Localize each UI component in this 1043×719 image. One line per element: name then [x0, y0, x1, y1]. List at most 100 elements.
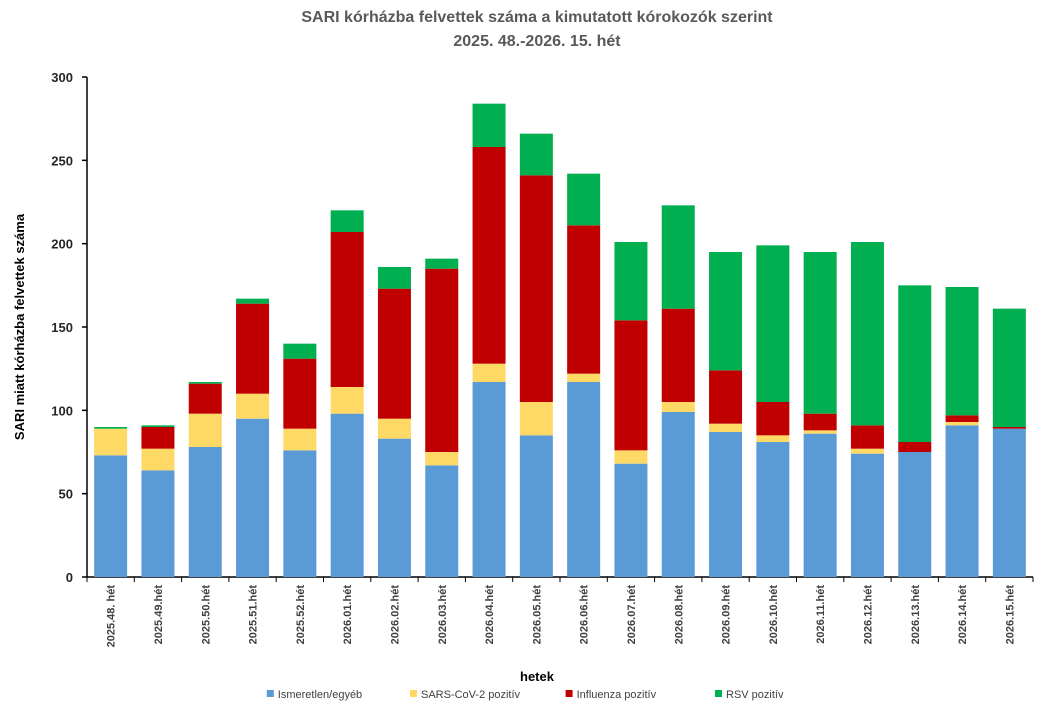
y-tick-label: 250	[51, 153, 73, 168]
bar-segment	[850, 425, 884, 449]
bar-segment	[803, 433, 837, 577]
bar-segment	[472, 382, 506, 577]
bar-segment	[283, 428, 317, 451]
x-tick-label: 2026.06.hét	[579, 585, 591, 645]
x-tick-label: 2026.10.hét	[768, 585, 780, 645]
bar-segment	[519, 133, 553, 176]
bar-segment	[94, 427, 128, 429]
x-tick-label: 2025.51.hét	[248, 585, 260, 645]
bar-segment	[614, 320, 648, 451]
bar-segment	[472, 147, 506, 364]
bar-segment	[898, 442, 932, 452]
bar-segment	[472, 363, 506, 382]
bar-segment	[803, 252, 837, 414]
bar-segment	[945, 287, 979, 416]
bar-segment	[283, 450, 317, 577]
x-tick-label: 2026.15.hét	[1004, 585, 1016, 645]
legend-label: SARS-CoV-2 pozitív	[421, 689, 521, 701]
bar-segment	[661, 205, 695, 309]
x-tick-label: 2026.11.hét	[815, 585, 827, 644]
x-tick-label: 2025.48. hét	[106, 585, 118, 648]
x-tick-label: 2025.52.hét	[295, 585, 307, 645]
bar-segment	[425, 258, 459, 269]
bar-segment	[709, 370, 743, 424]
bar-segment	[236, 418, 270, 577]
bar-segment	[330, 210, 364, 232]
bar-segment	[803, 430, 837, 434]
bar-segment	[236, 393, 270, 419]
chart-title: SARI kórházba felvettek száma a kimutato…	[301, 9, 773, 26]
x-tick-label: 2026.01.hét	[342, 585, 354, 645]
x-tick-label: 2026.08.hét	[673, 585, 685, 645]
x-tick-label: 2026.07.hét	[626, 585, 638, 645]
legend-swatch	[565, 690, 573, 697]
bar-segment	[425, 465, 459, 577]
bar-segment	[614, 242, 648, 321]
bar-segment	[330, 413, 364, 577]
bar-segment	[377, 267, 411, 289]
bar-segment	[425, 268, 459, 452]
bar-segment	[803, 413, 837, 431]
legend-swatch	[715, 690, 722, 697]
bar-segment	[519, 175, 553, 402]
bar-segment	[377, 288, 411, 419]
bar-segment	[330, 387, 364, 414]
bar-segment	[94, 428, 128, 456]
bar-segment	[992, 427, 1026, 429]
x-tick-label: 2026.14.hét	[957, 585, 969, 645]
x-tick-label: 2026.09.hét	[721, 585, 733, 645]
bar-segment	[945, 425, 979, 577]
bar-segment	[236, 303, 270, 394]
bar-segment	[188, 447, 222, 577]
bar-segment	[567, 173, 601, 226]
y-tick-label: 300	[51, 70, 73, 85]
bar-segment	[188, 382, 222, 384]
bar-segment	[709, 432, 743, 577]
bar-segment	[992, 428, 1026, 577]
bar-segment	[614, 450, 648, 464]
bar-segment	[709, 252, 743, 371]
bar-segment	[756, 442, 790, 577]
bar-segment	[188, 383, 222, 414]
x-tick-label: 2026.02.hét	[389, 585, 401, 645]
bar-segment	[141, 470, 175, 577]
bar-segment	[141, 448, 175, 471]
bar-segment	[283, 343, 317, 359]
bar-segment	[472, 103, 506, 147]
y-tick-label: 0	[66, 570, 73, 585]
bar-segment	[567, 225, 601, 374]
bar-segment	[377, 418, 411, 439]
bar-segment	[756, 435, 790, 442]
bar-segment	[756, 245, 790, 402]
bar-segment	[377, 438, 411, 577]
bar-segment	[850, 242, 884, 426]
legend-label: Ismeretlen/egyéb	[278, 689, 362, 701]
bar-segment	[898, 285, 932, 442]
bar-segment	[850, 448, 884, 454]
y-axis-title: SARI miatt kórházba felvettek száma	[12, 213, 27, 440]
legend-label: RSV pozitív	[726, 689, 784, 701]
bar-segment	[756, 402, 790, 436]
bar-segment	[709, 423, 743, 432]
bar-segment	[519, 402, 553, 436]
x-tick-label: 2026.12.hét	[862, 585, 874, 645]
x-tick-label: 2026.03.hét	[437, 585, 449, 645]
bar-segment	[945, 422, 979, 426]
chart-subtitle: 2025. 48.-2026. 15. hét	[453, 33, 621, 50]
bar-segment	[283, 358, 317, 429]
x-tick-label: 2025.50.hét	[200, 585, 212, 645]
legend-label: Influenza pozitív	[577, 689, 657, 701]
y-tick-label: 200	[51, 237, 73, 252]
bar-segment	[850, 453, 884, 577]
bar-segment	[661, 412, 695, 577]
x-tick-label: 2025.49.hét	[153, 585, 165, 645]
bar-segment	[567, 373, 601, 382]
legend-swatch	[266, 690, 274, 697]
bar-segment	[425, 452, 459, 466]
bar-segment	[188, 413, 222, 447]
bar-segment	[945, 415, 979, 422]
y-tick-label: 50	[59, 487, 73, 502]
y-tick-label: 150	[51, 320, 73, 335]
x-axis-title: hetek	[520, 669, 555, 684]
